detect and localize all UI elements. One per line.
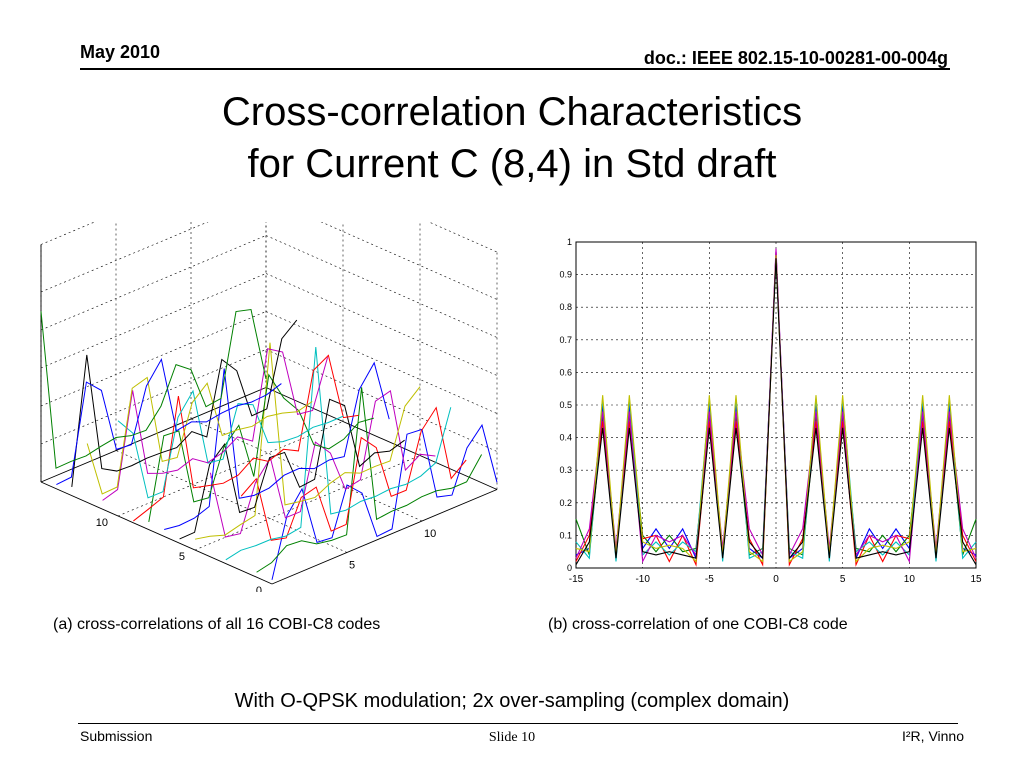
series-line bbox=[575, 258, 977, 566]
code-trace-line bbox=[164, 361, 390, 530]
footer-author: I²R, Vinno bbox=[902, 728, 964, 744]
series-line bbox=[575, 248, 977, 564]
y-tick-label: 5 bbox=[179, 551, 185, 563]
y-tick-label: 0.1 bbox=[559, 530, 572, 540]
header-doc-id: doc.: IEEE 802.15-10-00281-00-004g bbox=[643, 48, 948, 68]
code-trace-line bbox=[102, 348, 329, 501]
code-trace-line bbox=[194, 342, 421, 540]
x-tick-label: -15 bbox=[569, 574, 584, 585]
x-tick-label: 0 bbox=[274, 591, 280, 592]
y-tick-label: 1 bbox=[567, 237, 572, 247]
code-trace-line bbox=[240, 406, 467, 541]
y-tick-label: 0.8 bbox=[559, 302, 572, 312]
code-trace-line bbox=[86, 376, 313, 495]
y-tick-label: 0.3 bbox=[559, 465, 572, 475]
code-trace-line bbox=[271, 423, 498, 580]
chart-3d-cross-correlations: 00.20.40.60.810510150510 bbox=[40, 222, 498, 592]
slide-title-line2: for Current C (8,4) in Std draft bbox=[247, 142, 777, 186]
y-tick-label: 10 bbox=[96, 517, 108, 529]
y-tick-label: 0.2 bbox=[559, 498, 572, 508]
code-trace-line bbox=[225, 347, 452, 561]
footer-submission: Submission bbox=[80, 728, 153, 744]
code-trace-line bbox=[256, 387, 483, 573]
header-date: May 2010 bbox=[80, 42, 161, 62]
x-tick-label: 15 bbox=[970, 574, 982, 585]
code-trace-line bbox=[117, 389, 344, 499]
chart-2d-lines bbox=[575, 248, 977, 567]
x-tick-label: -5 bbox=[705, 574, 714, 585]
y-tick-label: 0 bbox=[256, 585, 262, 592]
header-rule bbox=[80, 68, 950, 70]
y-tick-label: 0.5 bbox=[559, 400, 572, 410]
x-tick-label: 5 bbox=[840, 574, 846, 585]
code-trace-line bbox=[56, 357, 282, 486]
y-tick-label: 0.9 bbox=[559, 270, 572, 280]
chart-2d-tick-labels: -15 -10 -5 0 5 10 15 0 0.1 0.2 0.3 0.4 0.5 0.6 0.7 0.8 0… bbox=[559, 237, 982, 585]
y-tick-label: 0.7 bbox=[559, 335, 572, 345]
footer-slide-number: Slide 10 bbox=[488, 730, 536, 745]
x-tick-label: 5 bbox=[349, 560, 355, 572]
chart-3d-lines bbox=[40, 309, 498, 580]
caption-a: (a) cross-correlations of all 16 COBI-C8… bbox=[53, 616, 381, 633]
chart-2d-grid bbox=[575, 241, 977, 569]
series-line bbox=[575, 255, 977, 563]
y-tick-label: 0.6 bbox=[559, 367, 572, 377]
y-tick-label: 0 bbox=[567, 563, 572, 573]
chart-2d-cross-correlation: -15 -10 -5 0 5 10 15 0 0.1 0.2 0.3 0.4 0.5 0.6 0.7 0.8 0… bbox=[559, 237, 982, 585]
code-trace-line bbox=[71, 319, 298, 487]
code-trace-line bbox=[40, 309, 267, 469]
chart-3d-tick-labels: 00.20.40.60.810510150510 bbox=[96, 517, 437, 592]
modulation-note: With O-QPSK modulation; 2x over-sampling… bbox=[234, 690, 790, 712]
x-tick-label: -10 bbox=[635, 574, 650, 585]
code-trace-line bbox=[133, 354, 359, 522]
x-tick-label: 10 bbox=[424, 528, 436, 540]
slide-title-line1: Cross-correlation Characteristics bbox=[221, 90, 803, 134]
y-tick-label: 0.4 bbox=[559, 433, 572, 443]
caption-b: (b) cross-correlation of one COBI-C8 cod… bbox=[548, 616, 848, 633]
x-tick-label: 10 bbox=[904, 574, 916, 585]
footer-rule bbox=[78, 723, 958, 724]
code-trace-line bbox=[179, 398, 405, 540]
x-tick-label: 0 bbox=[773, 574, 779, 585]
